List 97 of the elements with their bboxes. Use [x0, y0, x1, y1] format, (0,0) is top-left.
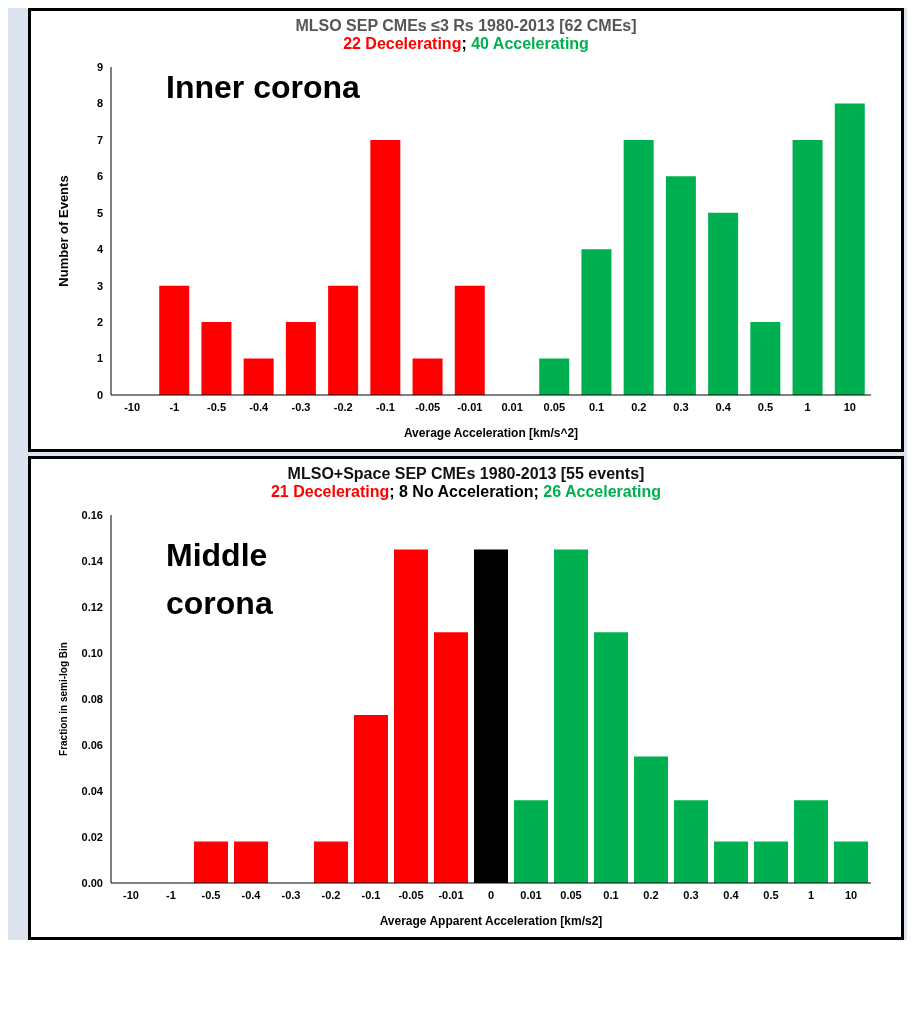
y-tick-label: 0.08	[81, 692, 103, 705]
x-tick-label: 0.2	[631, 400, 647, 413]
y-tick-label: 0.06	[81, 738, 103, 751]
x-tick-label: 10	[844, 888, 858, 901]
x-tick-label: -10	[123, 888, 139, 901]
x-tick-label: 1	[807, 888, 815, 901]
x-tick-label: -0.01	[457, 400, 483, 413]
y-axis-title: Number of Events	[55, 175, 71, 287]
bar	[674, 800, 708, 883]
x-tick-label: -0.2	[321, 888, 341, 901]
chart-subtitle: 22 Decelerating; 40 Accelerating	[343, 35, 589, 52]
x-tick-label: 0.4	[723, 888, 740, 901]
x-tick-label: -0.01	[438, 888, 464, 901]
x-tick-label: -10	[124, 400, 141, 413]
bar	[794, 800, 828, 883]
x-tick-label: 0.3	[673, 400, 689, 413]
y-tick-label: 1	[96, 352, 103, 365]
y-tick-label: 0.12	[81, 600, 103, 613]
bar	[581, 249, 612, 395]
x-tick-label: -1	[166, 888, 176, 901]
x-tick-label: -0.1	[361, 888, 381, 901]
x-tick-label: 0.2	[643, 888, 659, 901]
x-tick-label: -0.05	[398, 888, 424, 901]
x-tick-label: -0.4	[249, 400, 270, 413]
x-tick-label: 0.1	[588, 400, 605, 413]
bar	[834, 103, 865, 395]
y-tick-label: 2	[96, 316, 103, 329]
x-tick-label: -0.5	[207, 400, 227, 413]
annotation: Middle corona	[166, 536, 274, 623]
bar	[454, 285, 485, 395]
bar	[714, 841, 748, 883]
x-tick-label: -0.3	[291, 400, 311, 413]
bar	[623, 139, 654, 395]
chart-title: MLSO+Space SEP CMEs 1980-2013 [55 events]	[286, 465, 646, 483]
x-tick-label: 0.5	[763, 888, 779, 901]
x-tick-label: -1	[169, 400, 180, 413]
bar	[370, 139, 401, 395]
bar	[834, 841, 868, 883]
x-tick-label: -0.4	[241, 888, 262, 901]
bar	[554, 549, 588, 883]
x-tick-label: 0.01	[501, 400, 523, 413]
bar	[754, 841, 788, 883]
y-tick-label: 0.00	[81, 876, 103, 889]
chart-title: MLSO SEP CMEs ≤3 Rs 1980-2013 [62 CMEs]	[294, 17, 638, 35]
bar	[285, 322, 316, 395]
y-tick-label: 0	[96, 388, 103, 401]
bar	[514, 800, 548, 883]
x-tick-label: 0.05	[543, 400, 566, 413]
bar	[194, 841, 228, 883]
y-tick-label: 9	[96, 60, 103, 73]
y-tick-label: 7	[96, 133, 103, 146]
y-tick-label: 0.16	[81, 508, 103, 521]
bar	[412, 358, 443, 395]
x-tick-label: 0	[487, 888, 495, 901]
bar	[394, 549, 428, 883]
x-tick-label: 10	[843, 400, 857, 413]
bar	[314, 841, 348, 883]
x-tick-label: -0.3	[281, 888, 301, 901]
x-tick-label: 0.1	[603, 888, 619, 901]
x-tick-label: 0.05	[560, 888, 582, 901]
bar	[634, 756, 668, 883]
bar	[354, 715, 388, 883]
x-tick-label: 0.3	[683, 888, 699, 901]
annotation: Inner corona	[166, 68, 361, 107]
y-tick-label: 3	[96, 279, 103, 292]
x-tick-label: 0.4	[715, 400, 732, 413]
x-axis-title: Average Apparent Acceleration [km/s2]	[379, 914, 603, 928]
bar	[234, 841, 268, 883]
x-tick-label: -0.5	[201, 888, 221, 901]
bar	[539, 358, 570, 395]
x-tick-label: -0.1	[375, 400, 395, 413]
bar	[201, 322, 232, 395]
y-tick-label: 0.10	[81, 646, 103, 659]
x-tick-label: 1	[804, 400, 811, 413]
bar	[708, 212, 739, 395]
y-tick-label: 4	[96, 243, 104, 256]
y-tick-label: 0.02	[81, 830, 103, 843]
y-tick-label: 6	[96, 170, 103, 183]
x-tick-label: 0.01	[520, 888, 542, 901]
y-tick-label: 5	[96, 206, 103, 219]
y-tick-label: 0.04	[81, 784, 104, 797]
x-tick-label: 0.5	[757, 400, 774, 413]
bar	[328, 285, 359, 395]
y-tick-label: 0.14	[81, 554, 104, 567]
bar	[792, 139, 823, 395]
chart-subtitle: 21 Decelerating; 8 No Acceleration; 26 Accelerating	[270, 483, 662, 500]
bar	[665, 176, 696, 395]
bar	[594, 632, 628, 883]
bar	[434, 632, 468, 883]
bar	[159, 285, 190, 395]
y-tick-label: 8	[96, 97, 103, 110]
y-axis-title: Fraction in semi-log Bin	[57, 642, 69, 756]
x-tick-label: -0.05	[415, 400, 441, 413]
bar	[750, 322, 781, 395]
x-tick-label: -0.2	[333, 400, 353, 413]
bar	[243, 358, 274, 395]
x-axis-title: Average Acceleration [km/s^2]	[403, 426, 579, 440]
